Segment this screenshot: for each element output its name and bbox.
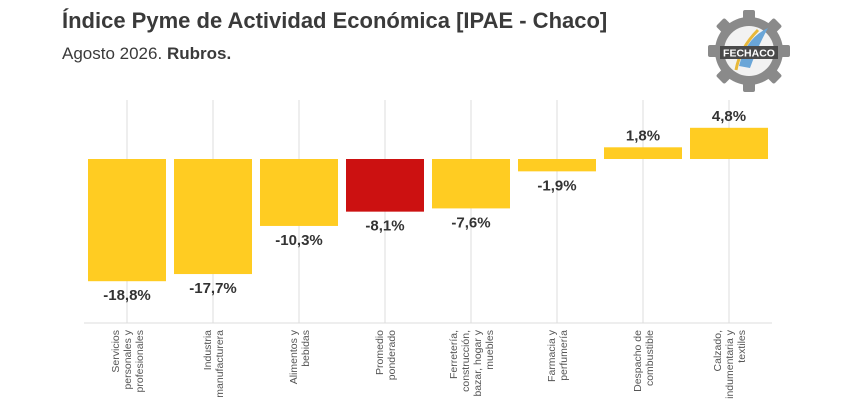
bar bbox=[346, 159, 424, 212]
chart-subtitle: Agosto 2026. Rubros. bbox=[62, 44, 231, 64]
bar bbox=[174, 159, 252, 275]
bar bbox=[690, 127, 768, 159]
category-label: Calzado,indumentaria ytextiles bbox=[712, 329, 748, 399]
subtitle-date: Agosto 2026. bbox=[62, 44, 163, 63]
data-label: -10,3% bbox=[275, 232, 323, 249]
bar bbox=[260, 159, 338, 226]
subtitle-bold: Rubros. bbox=[166, 44, 232, 63]
data-label: -1,9% bbox=[537, 177, 576, 194]
bar bbox=[432, 159, 510, 209]
category-label: Ferretería,construcción,bazar, hogar ymu… bbox=[448, 329, 496, 396]
fechaco-logo: FECHACO bbox=[708, 10, 790, 92]
category-label: Promedioponderado bbox=[374, 330, 398, 380]
data-label: -8,1% bbox=[365, 218, 404, 235]
data-label: -17,7% bbox=[189, 280, 237, 297]
data-label: 1,8% bbox=[626, 127, 660, 144]
data-label: -18,8% bbox=[103, 287, 151, 304]
data-label: -7,6% bbox=[451, 214, 490, 231]
bar bbox=[604, 147, 682, 159]
category-label: Industriamanufacturera bbox=[202, 330, 226, 398]
bar bbox=[518, 159, 596, 172]
category-label: Despacho decombustible bbox=[632, 330, 656, 392]
category-label: Farmacia yperfumería bbox=[546, 329, 570, 382]
bar bbox=[88, 159, 166, 282]
category-label: Serviciospersonales yprofesionales bbox=[110, 329, 146, 392]
logo-text: FECHACO bbox=[723, 48, 775, 60]
category-label: Alimentos ybebidas bbox=[288, 329, 312, 384]
data-label: 4,8% bbox=[712, 108, 746, 125]
chart-title: Índice Pyme de Actividad Económica [IPAE… bbox=[62, 8, 608, 33]
